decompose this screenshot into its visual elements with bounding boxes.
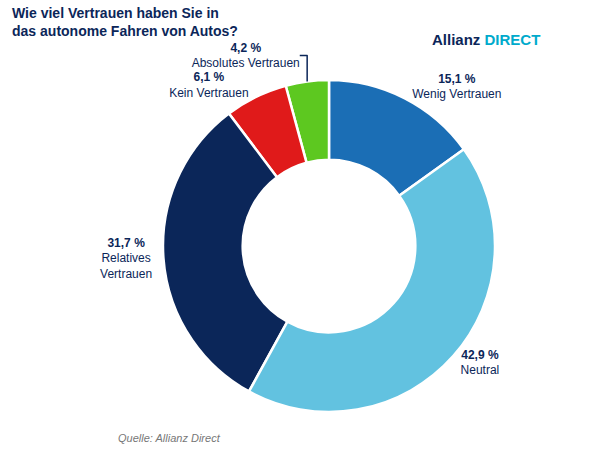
svg-text:42,9 %Neutral: 42,9 %Neutral bbox=[461, 348, 500, 378]
svg-text:15,1 %Wenig Vertrauen: 15,1 %Wenig Vertrauen bbox=[412, 72, 501, 102]
svg-text:6,1 %Kein Vertrauen: 6,1 %Kein Vertrauen bbox=[169, 70, 248, 100]
svg-text:4,2 %Absolutes Vertrauen: 4,2 %Absolutes Vertrauen bbox=[192, 41, 300, 71]
svg-text:Wie viel Vertrauen haben Sie i: Wie viel Vertrauen haben Sie indas auton… bbox=[12, 5, 238, 39]
svg-text:Quelle: Allianz Direct: Quelle: Allianz Direct bbox=[118, 432, 221, 444]
svg-text:31,7 %RelativesVertrauen: 31,7 %RelativesVertrauen bbox=[100, 236, 152, 281]
svg-text:Allianz DIRECT: Allianz DIRECT bbox=[432, 31, 540, 48]
